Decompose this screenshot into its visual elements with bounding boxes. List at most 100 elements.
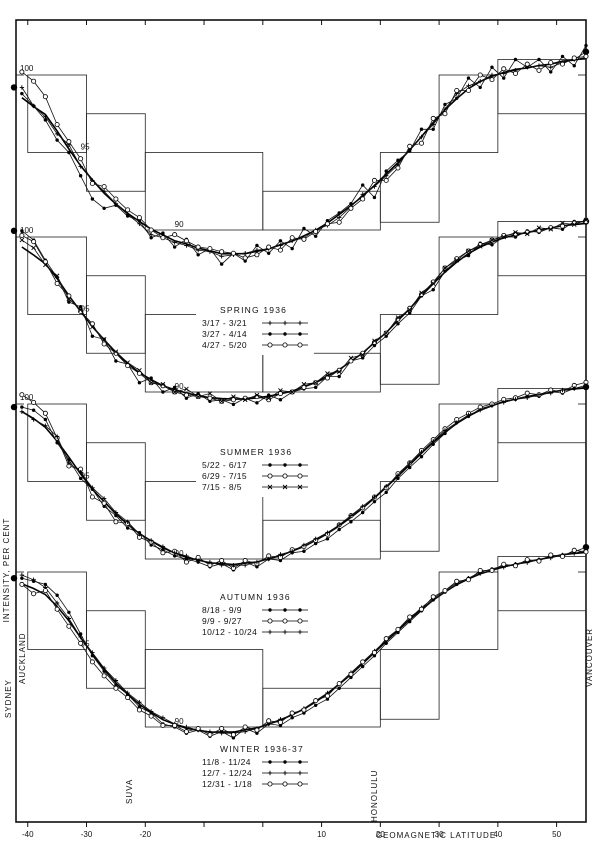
legend-marker: [298, 463, 302, 467]
data-point: [524, 61, 530, 67]
data-point: [313, 703, 318, 707]
data-point: [89, 180, 95, 186]
data-point: [207, 391, 213, 396]
data-point: [418, 606, 424, 612]
data-point: [183, 392, 189, 398]
station-label-sydney: SYDNEY: [4, 679, 13, 718]
data-point: [384, 169, 388, 173]
data-point: [43, 417, 48, 422]
panel-value-label: 95: [81, 143, 90, 152]
data-point: [102, 669, 106, 673]
data-point: [43, 423, 48, 428]
data-point: [490, 65, 494, 69]
data-point: [125, 519, 130, 524]
legend-marker: [298, 760, 302, 764]
grid-box: [497, 221, 587, 277]
data-point: [443, 102, 447, 107]
data-point: [137, 700, 142, 705]
data-point: [478, 408, 483, 413]
data-point: [313, 380, 319, 386]
data-point: [454, 578, 460, 584]
legend-entry-label: 4/27 - 5/20: [202, 340, 247, 350]
data-point: [66, 616, 72, 621]
data-point: [101, 673, 107, 679]
data-point: [78, 164, 83, 169]
data-point: [54, 131, 60, 137]
data-point: [548, 390, 553, 396]
data-point: [160, 722, 166, 728]
data-point: [42, 410, 48, 416]
data-point: [371, 177, 377, 183]
data-point: [419, 449, 424, 455]
data-point: [372, 494, 377, 500]
data-point: [43, 118, 48, 122]
data-point: [583, 549, 589, 555]
grid-box: [86, 113, 146, 192]
data-point: [313, 698, 319, 704]
data-point: [31, 577, 36, 582]
legend-marker: [297, 484, 303, 490]
data-point: [477, 567, 483, 573]
grid-box: [144, 649, 264, 728]
station-label-honolulu: HONOLULU: [370, 770, 379, 822]
data-point: [489, 77, 495, 83]
data-point: [101, 336, 107, 342]
data-point: [277, 719, 283, 725]
legend-bg: [196, 301, 314, 355]
data-point: [183, 559, 189, 565]
data-point: [466, 76, 471, 80]
data-point: [161, 390, 165, 394]
legend-entry-label: 3/17 - 3/21: [202, 318, 247, 328]
grid-box: [86, 610, 146, 689]
data-point: [431, 288, 435, 292]
data-point: [536, 225, 542, 231]
data-point: [160, 544, 166, 549]
data-point: [195, 558, 201, 563]
grid-box: [497, 388, 587, 444]
data-point: [78, 174, 83, 178]
data-point: [548, 60, 554, 66]
panel-start-dot: [10, 403, 18, 411]
x-tick-label: 30: [435, 830, 444, 839]
data-point: [571, 222, 577, 227]
data-point: [301, 542, 307, 548]
data-point: [136, 370, 142, 376]
data-point: [559, 223, 565, 229]
data-point: [348, 355, 354, 361]
data-point: [408, 149, 412, 153]
data-point: [136, 707, 142, 713]
data-point: [384, 483, 389, 489]
legend-2: SUMMER 1936 5/22 - 6/176/29 - 7/157/15 - …: [196, 443, 314, 497]
panel-2: 100 95 90: [10, 217, 590, 407]
data-point: [559, 61, 565, 67]
data-point: [137, 367, 142, 373]
legend-marker: [297, 473, 303, 479]
data-point: [113, 510, 119, 515]
data-point: [430, 115, 436, 121]
data-point: [559, 554, 565, 560]
data-point: [501, 71, 506, 76]
data-point: [254, 247, 260, 253]
legend-marker: [268, 332, 272, 336]
data-point: [219, 731, 224, 736]
data-point: [536, 392, 542, 397]
data-point: [42, 588, 48, 594]
data-point: [383, 177, 389, 183]
data-point: [160, 715, 166, 720]
grid-box: [379, 152, 440, 223]
data-point: [325, 537, 330, 541]
data-point: [361, 664, 365, 669]
data-point: [78, 640, 84, 646]
data-point: [361, 356, 365, 360]
data-point: [583, 383, 589, 388]
data-point: [360, 352, 366, 358]
legend-marker: [297, 320, 303, 326]
data-point: [101, 500, 107, 506]
plot-border: [15, 19, 587, 823]
data-point: [313, 536, 318, 542]
data-point: [31, 591, 37, 597]
data-point: [512, 563, 518, 569]
data-point: [55, 138, 59, 142]
data-point: [66, 460, 72, 466]
